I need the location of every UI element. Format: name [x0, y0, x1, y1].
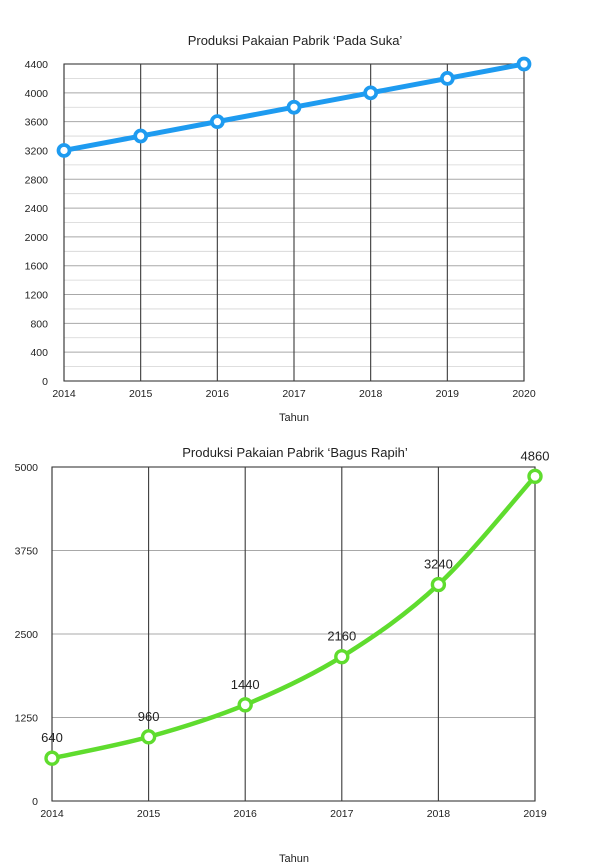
data-point: [516, 56, 532, 72]
chart-pada-suka: Produksi Pakaian Pabrik ‘Pada Suka’ 0 400…: [25, 33, 536, 424]
plot-frame: [63, 63, 525, 382]
y-tick-label: 4400: [25, 59, 49, 71]
data-point: [527, 468, 543, 485]
y-tick-label: 0: [42, 376, 48, 388]
data-point: [430, 576, 447, 593]
x-tick-label: 2017: [330, 808, 354, 820]
x-tick-label: 2018: [359, 388, 383, 400]
x-tick-label: 2016: [206, 388, 230, 400]
x-tick-label: 2014: [52, 388, 76, 400]
y-tick-label: 4000: [25, 88, 49, 100]
x-tick-label: 2019: [523, 808, 547, 820]
y-tick-label: 2500: [15, 629, 39, 641]
x-axis-label: Tahun: [279, 412, 309, 424]
x-tick-label: 2018: [427, 808, 451, 820]
y-tick-label: 1200: [25, 290, 49, 302]
y-tick-label: 2400: [25, 203, 49, 215]
data-label: 960: [138, 709, 160, 724]
chart-title: Produksi Pakaian Pabrik ‘Pada Suka’: [188, 33, 403, 48]
x-tick-label: 2016: [234, 808, 258, 820]
data-point: [209, 114, 225, 130]
x-tick-label: 2015: [137, 808, 161, 820]
data-point: [439, 71, 455, 86]
x-axis-label: Tahun: [279, 853, 309, 865]
data-point: [44, 750, 60, 766]
y-tick-label: 3600: [25, 117, 49, 129]
data-label: 1440: [231, 677, 260, 692]
y-tick-label: 1600: [25, 261, 49, 273]
chart-bagus-rapih: Produksi Pakaian Pabrik ‘Bagus Rapih’ 0 1…: [15, 445, 550, 865]
data-label: 640: [41, 730, 63, 745]
y-tick-label: 400: [30, 347, 48, 359]
data-point: [334, 649, 350, 665]
plot-frame: [51, 466, 536, 802]
x-tick-label: 2015: [129, 388, 153, 400]
y-tick-label: 3200: [25, 145, 49, 157]
data-point: [140, 729, 157, 745]
x-tick-label: 2017: [282, 388, 306, 400]
data-point: [237, 697, 253, 713]
data-point: [133, 128, 149, 144]
data-label: 2160: [327, 629, 356, 644]
y-tick-label: 3750: [15, 546, 39, 558]
data-point: [363, 85, 379, 101]
y-tick-label: 1250: [15, 713, 39, 725]
data-point: [286, 99, 302, 115]
y-tick-label: 2000: [25, 232, 49, 244]
x-tick-label: 2019: [436, 388, 460, 400]
x-tick-label: 2020: [512, 388, 536, 400]
y-tick-label: 2800: [25, 174, 49, 186]
x-tick-label: 2014: [40, 808, 64, 820]
chart-title: Produksi Pakaian Pabrik ‘Bagus Rapih’: [182, 445, 408, 460]
data-label: 3240: [424, 557, 453, 572]
data-point: [56, 143, 72, 158]
y-tick-label: 0: [32, 796, 38, 808]
y-tick-label: 5000: [15, 462, 39, 474]
data-label: 4860: [521, 448, 550, 463]
y-tick-label: 800: [30, 318, 48, 330]
series-line: [49, 474, 538, 761]
